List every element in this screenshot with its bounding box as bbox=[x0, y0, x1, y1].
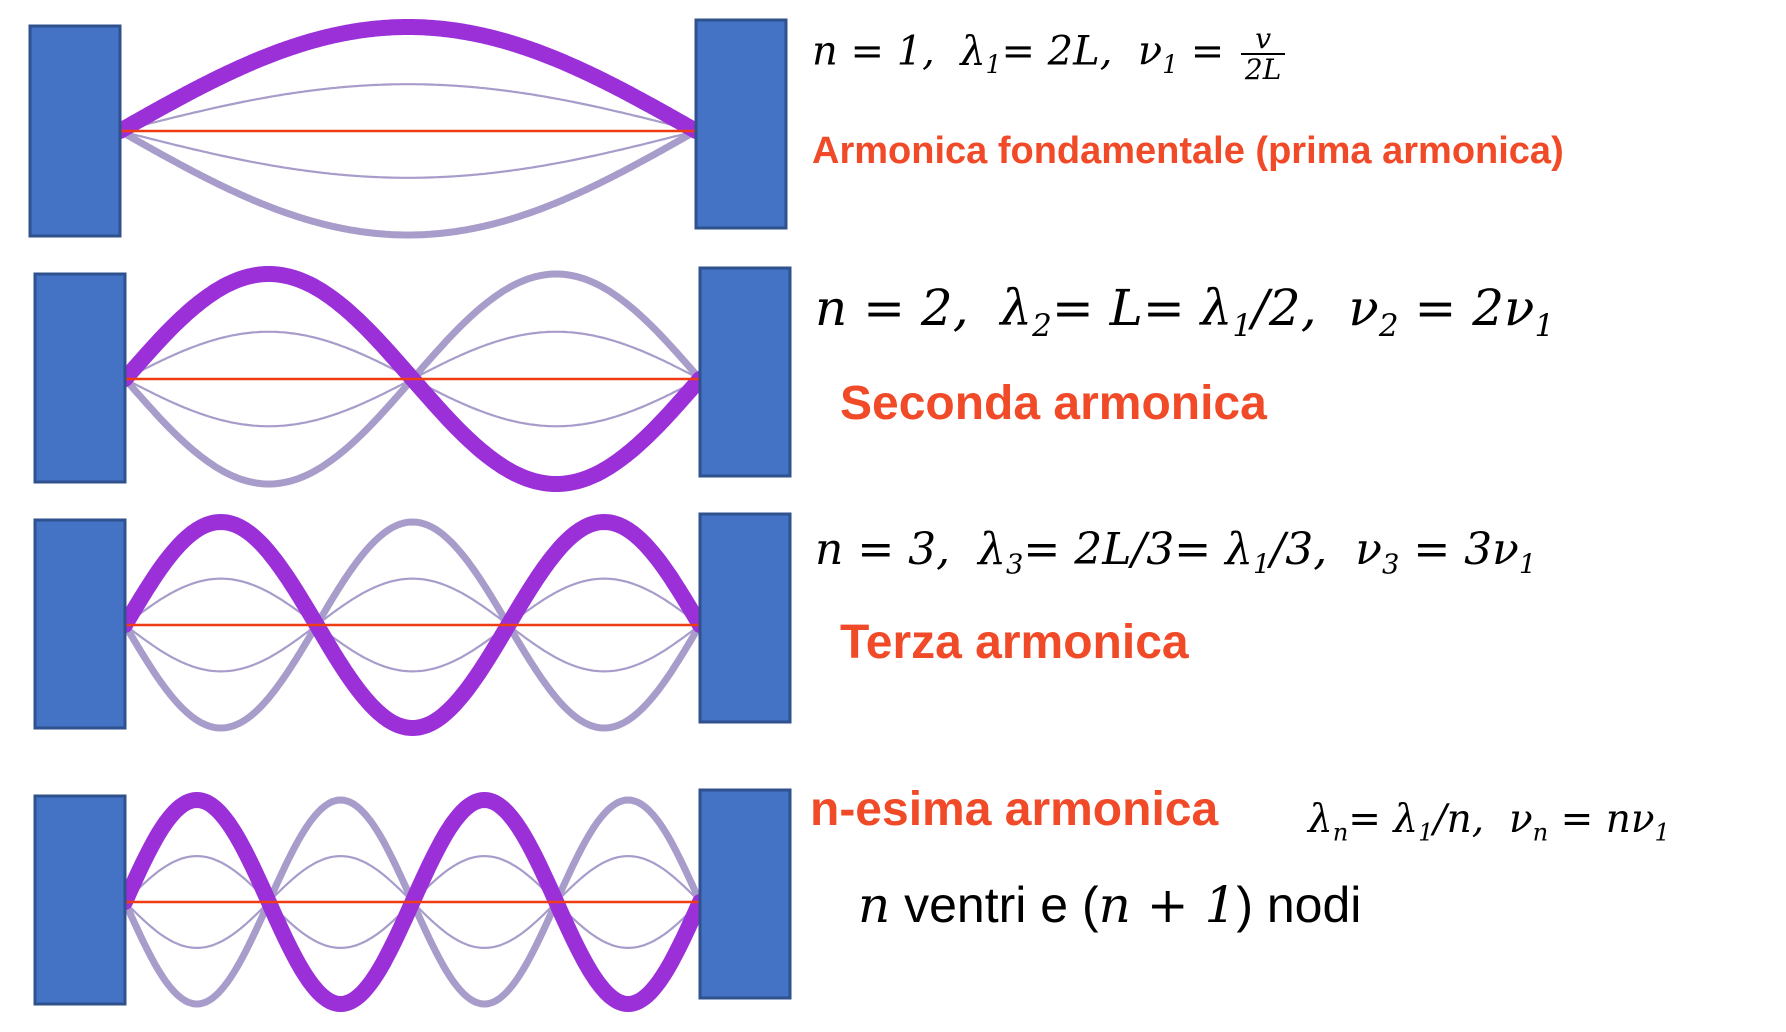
harmonic-1-right-block bbox=[694, 18, 788, 230]
harmonic-2-right-block bbox=[698, 266, 792, 478]
harmonic-1-faint-wave-2 bbox=[118, 129, 698, 179]
harmonic-3-equation: n = 3, λ3= 2L/3= λ1/3, ν3 = 3ν1 bbox=[815, 524, 1537, 581]
harmonic-1-left-block bbox=[28, 24, 122, 238]
harmonic-3-faint-wave-1 bbox=[123, 577, 702, 673]
harmonic-1-equation: n = 1, λ1= 2L, ν1 = v 2L bbox=[812, 24, 1286, 85]
harmonic-3-faint-wave-2 bbox=[123, 577, 702, 673]
harmonic-1-title: Armonica fondamentale (prima armonica) bbox=[812, 130, 1564, 172]
wall-blocks bbox=[28, 18, 792, 1006]
harmonic-3-title: Terza armonica bbox=[840, 616, 1189, 669]
harmonic-2-left-block bbox=[33, 272, 127, 484]
wave-group bbox=[112, 19, 708, 1012]
harmonic-4-left-block bbox=[33, 794, 127, 1006]
harmonic-2-equation: n = 2, λ2= L= λ1/2, ν2 = 2ν1 bbox=[815, 279, 1555, 344]
harmonic-2-title: Seconda armonica bbox=[840, 377, 1267, 430]
harmonic-1-main-wave bbox=[112, 19, 704, 139]
harmonic-3-faint-wave-0 bbox=[121, 518, 704, 732]
string-lines bbox=[84, 129, 710, 904]
harmonic-4-right-block bbox=[698, 788, 792, 1000]
fraction-v-over-2L: v 2L bbox=[1240, 24, 1286, 85]
harmonic-n-title: n-esima armonica bbox=[810, 783, 1219, 836]
harmonic-1-faint-wave-1 bbox=[118, 83, 698, 133]
harmonic-n-note: n ventri e (n + 1) nodi bbox=[858, 876, 1362, 934]
harmonic-3-right-block bbox=[698, 512, 792, 724]
harmonic-n-equation: λn= λ1/n, νn = nν1 bbox=[1308, 797, 1670, 847]
harmonic-1-faint-wave-0 bbox=[116, 127, 700, 239]
harmonic-3-left-block bbox=[33, 518, 127, 730]
harmonic-3-main-wave bbox=[117, 514, 708, 736]
